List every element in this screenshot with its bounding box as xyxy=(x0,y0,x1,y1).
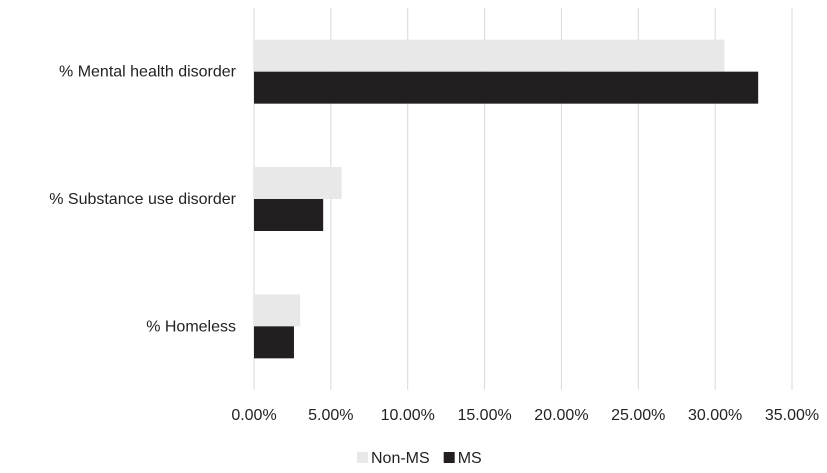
category-label-2: % Homeless xyxy=(146,318,236,335)
bar-ms-2 xyxy=(254,326,294,359)
bar-non-ms-2 xyxy=(254,294,301,327)
x-tick-label-3: 15.00% xyxy=(457,407,511,424)
x-tick-label-6: 30.00% xyxy=(688,407,742,424)
legend-swatch-1 xyxy=(443,452,455,463)
legend-swatch-0 xyxy=(357,452,368,463)
legend-label-0: Non-MS xyxy=(371,450,430,467)
category-label-0: % Mental health disorder xyxy=(59,64,237,81)
x-tick-label-0: 0.00% xyxy=(231,407,276,424)
legend: Non-MS MS xyxy=(357,450,482,467)
x-tick-labels: 0.00% 5.00% 10.00% 15.00% 20.00% 25.00% 30.00%… xyxy=(231,407,819,424)
x-tick-label-1: 5.00% xyxy=(308,407,353,424)
x-tick-label-5: 25.00% xyxy=(611,407,665,424)
bar-ms-1 xyxy=(254,199,324,231)
bar-non-ms-0 xyxy=(254,39,725,72)
bar-non-ms-1 xyxy=(254,167,342,199)
legend-label-1: MS xyxy=(458,450,482,467)
category-labels: % Mental health disorder % Substance use … xyxy=(49,64,236,336)
x-tick-label-2: 10.00% xyxy=(381,407,435,424)
bars xyxy=(254,39,759,359)
x-tick-label-7: 35.00% xyxy=(765,407,819,424)
category-label-1: % Substance use disorder xyxy=(49,191,236,208)
bar-ms-0 xyxy=(254,71,759,104)
x-tick-label-4: 20.00% xyxy=(534,407,588,424)
